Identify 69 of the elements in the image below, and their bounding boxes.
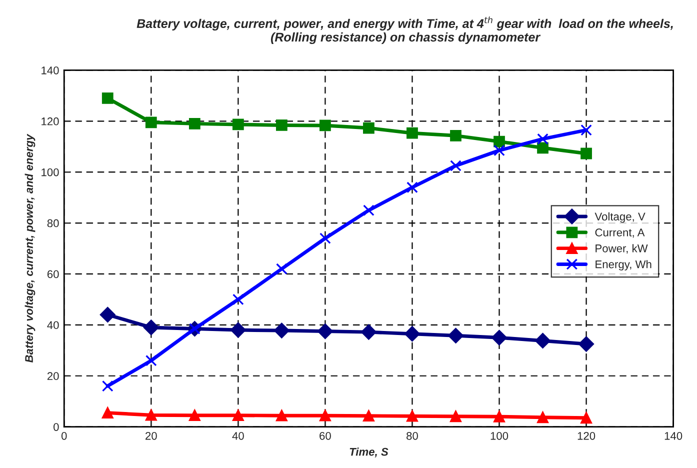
point xyxy=(320,410,331,422)
x-tick-label: 140 xyxy=(664,432,682,440)
point xyxy=(580,124,592,136)
x-tick-label: 20 xyxy=(146,432,157,440)
point xyxy=(494,144,505,156)
point xyxy=(232,410,244,422)
point xyxy=(363,410,374,422)
y-tick-label: 80 xyxy=(47,219,59,228)
point xyxy=(450,160,462,172)
point xyxy=(276,120,288,131)
y-tick-label: 100 xyxy=(42,168,59,176)
chart-title: Battery voltage, current, power, and energy with Time, at 4$^{th}$ gear with load on the wheels, (Rolling resistance) on chassis dynamometer xyxy=(136,16,673,44)
y-tick-label: 120 xyxy=(42,117,59,126)
point xyxy=(448,328,464,344)
point xyxy=(232,118,244,130)
point xyxy=(230,322,246,338)
x-axis-title: Time, S xyxy=(350,448,388,458)
point xyxy=(537,133,548,145)
point xyxy=(537,412,548,424)
legend-label: Energy, Wh xyxy=(596,260,652,270)
y-tick-label: 20 xyxy=(47,372,59,380)
y-axis-title: Battery voltage, current, power, and energy xyxy=(24,134,36,363)
x-tick-label: 120 xyxy=(578,432,596,440)
point xyxy=(537,142,548,154)
point xyxy=(361,324,376,340)
point xyxy=(494,410,505,422)
point xyxy=(102,380,114,392)
point xyxy=(580,412,592,424)
x-tick-label: 100 xyxy=(490,432,508,440)
point xyxy=(320,120,331,132)
point xyxy=(145,409,157,421)
point xyxy=(450,410,462,422)
point xyxy=(363,122,374,134)
point xyxy=(188,118,200,130)
point xyxy=(102,407,114,418)
y-tick-label: 40 xyxy=(47,321,59,330)
legend-label: Current, A xyxy=(595,228,645,238)
point xyxy=(145,354,157,366)
point xyxy=(450,130,462,142)
point xyxy=(406,182,418,194)
point xyxy=(276,263,288,275)
point xyxy=(363,204,374,216)
point xyxy=(188,410,200,422)
point xyxy=(276,410,288,422)
point xyxy=(578,336,594,352)
y-tick-label: 140 xyxy=(42,66,59,74)
x-tick-label: 40 xyxy=(232,432,244,440)
point xyxy=(406,127,418,139)
point xyxy=(320,232,331,244)
point xyxy=(580,148,592,160)
point xyxy=(143,320,159,336)
point xyxy=(494,136,505,148)
y-tick-label: 0 xyxy=(54,423,59,431)
x-tick-label: 60 xyxy=(320,432,331,440)
point xyxy=(492,330,507,346)
point xyxy=(404,326,420,342)
point xyxy=(232,294,244,306)
point xyxy=(102,92,114,104)
point xyxy=(535,333,550,348)
x-tick-label: 0 xyxy=(61,432,67,440)
legend-label: Power, kW xyxy=(596,244,648,254)
point xyxy=(317,324,333,340)
x-tick-label: 80 xyxy=(406,432,418,440)
legend-label: Voltage, V xyxy=(594,212,646,223)
point xyxy=(145,116,157,128)
y-tick-label: 60 xyxy=(47,270,59,278)
point xyxy=(100,307,116,322)
point xyxy=(274,322,290,338)
point xyxy=(406,410,418,422)
